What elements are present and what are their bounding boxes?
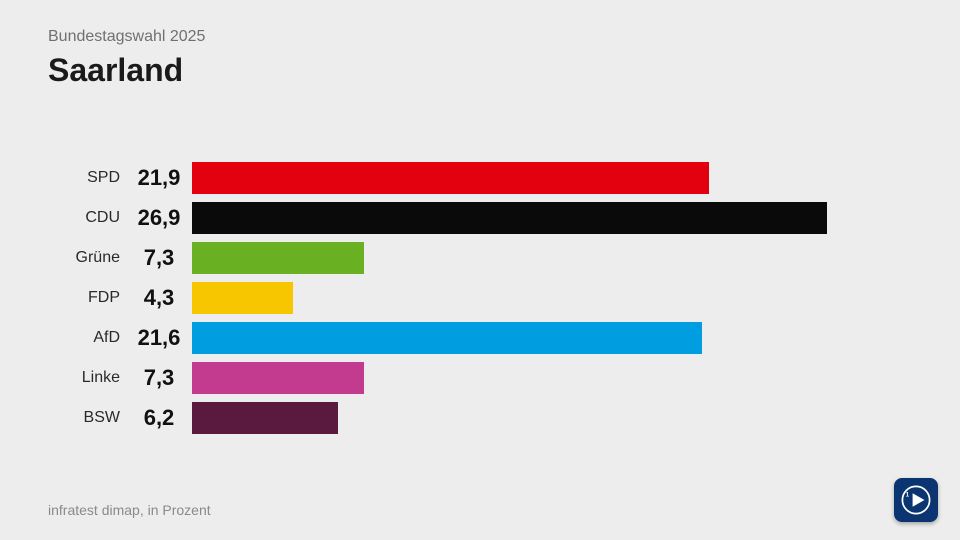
bar-row: BSW6,2 [60,398,900,438]
value-label: 4,3 [126,285,192,311]
bar-track [192,402,900,434]
ard-logo-icon: 1 [899,483,933,517]
svg-text:1: 1 [906,493,910,499]
bar-track [192,282,900,314]
value-label: 26,9 [126,205,192,231]
bar [192,202,827,234]
bar-row: CDU26,9 [60,198,900,238]
party-label: SPD [60,169,126,187]
bar-chart: SPD21,9CDU26,9Grüne7,3FDP4,3AfD21,6Linke… [60,158,900,438]
bar-row: FDP4,3 [60,278,900,318]
value-label: 21,6 [126,325,192,351]
chart-supertitle: Bundestagswahl 2025 [48,28,960,46]
party-label: AfD [60,329,126,347]
bar-row: Grüne7,3 [60,238,900,278]
chart-header: Bundestagswahl 2025 Saarland [0,0,960,89]
chart-title: Saarland [48,52,960,89]
value-label: 7,3 [126,245,192,271]
value-label: 6,2 [126,405,192,431]
party-label: CDU [60,209,126,227]
bar-track [192,242,900,274]
bar-row: Linke7,3 [60,358,900,398]
broadcaster-logo: 1 [894,478,938,522]
bar-row: SPD21,9 [60,158,900,198]
bar-track [192,202,900,234]
value-label: 21,9 [126,165,192,191]
party-label: FDP [60,289,126,307]
bar [192,322,702,354]
party-label: BSW [60,409,126,427]
bar [192,282,293,314]
bar [192,242,364,274]
party-label: Linke [60,369,126,387]
bar [192,402,338,434]
chart-source: infratest dimap, in Prozent [48,502,211,518]
party-label: Grüne [60,249,126,267]
bar-track [192,322,900,354]
value-label: 7,3 [126,365,192,391]
bar-row: AfD21,6 [60,318,900,358]
bar-track [192,362,900,394]
bar-track [192,162,900,194]
bar [192,162,709,194]
bar [192,362,364,394]
